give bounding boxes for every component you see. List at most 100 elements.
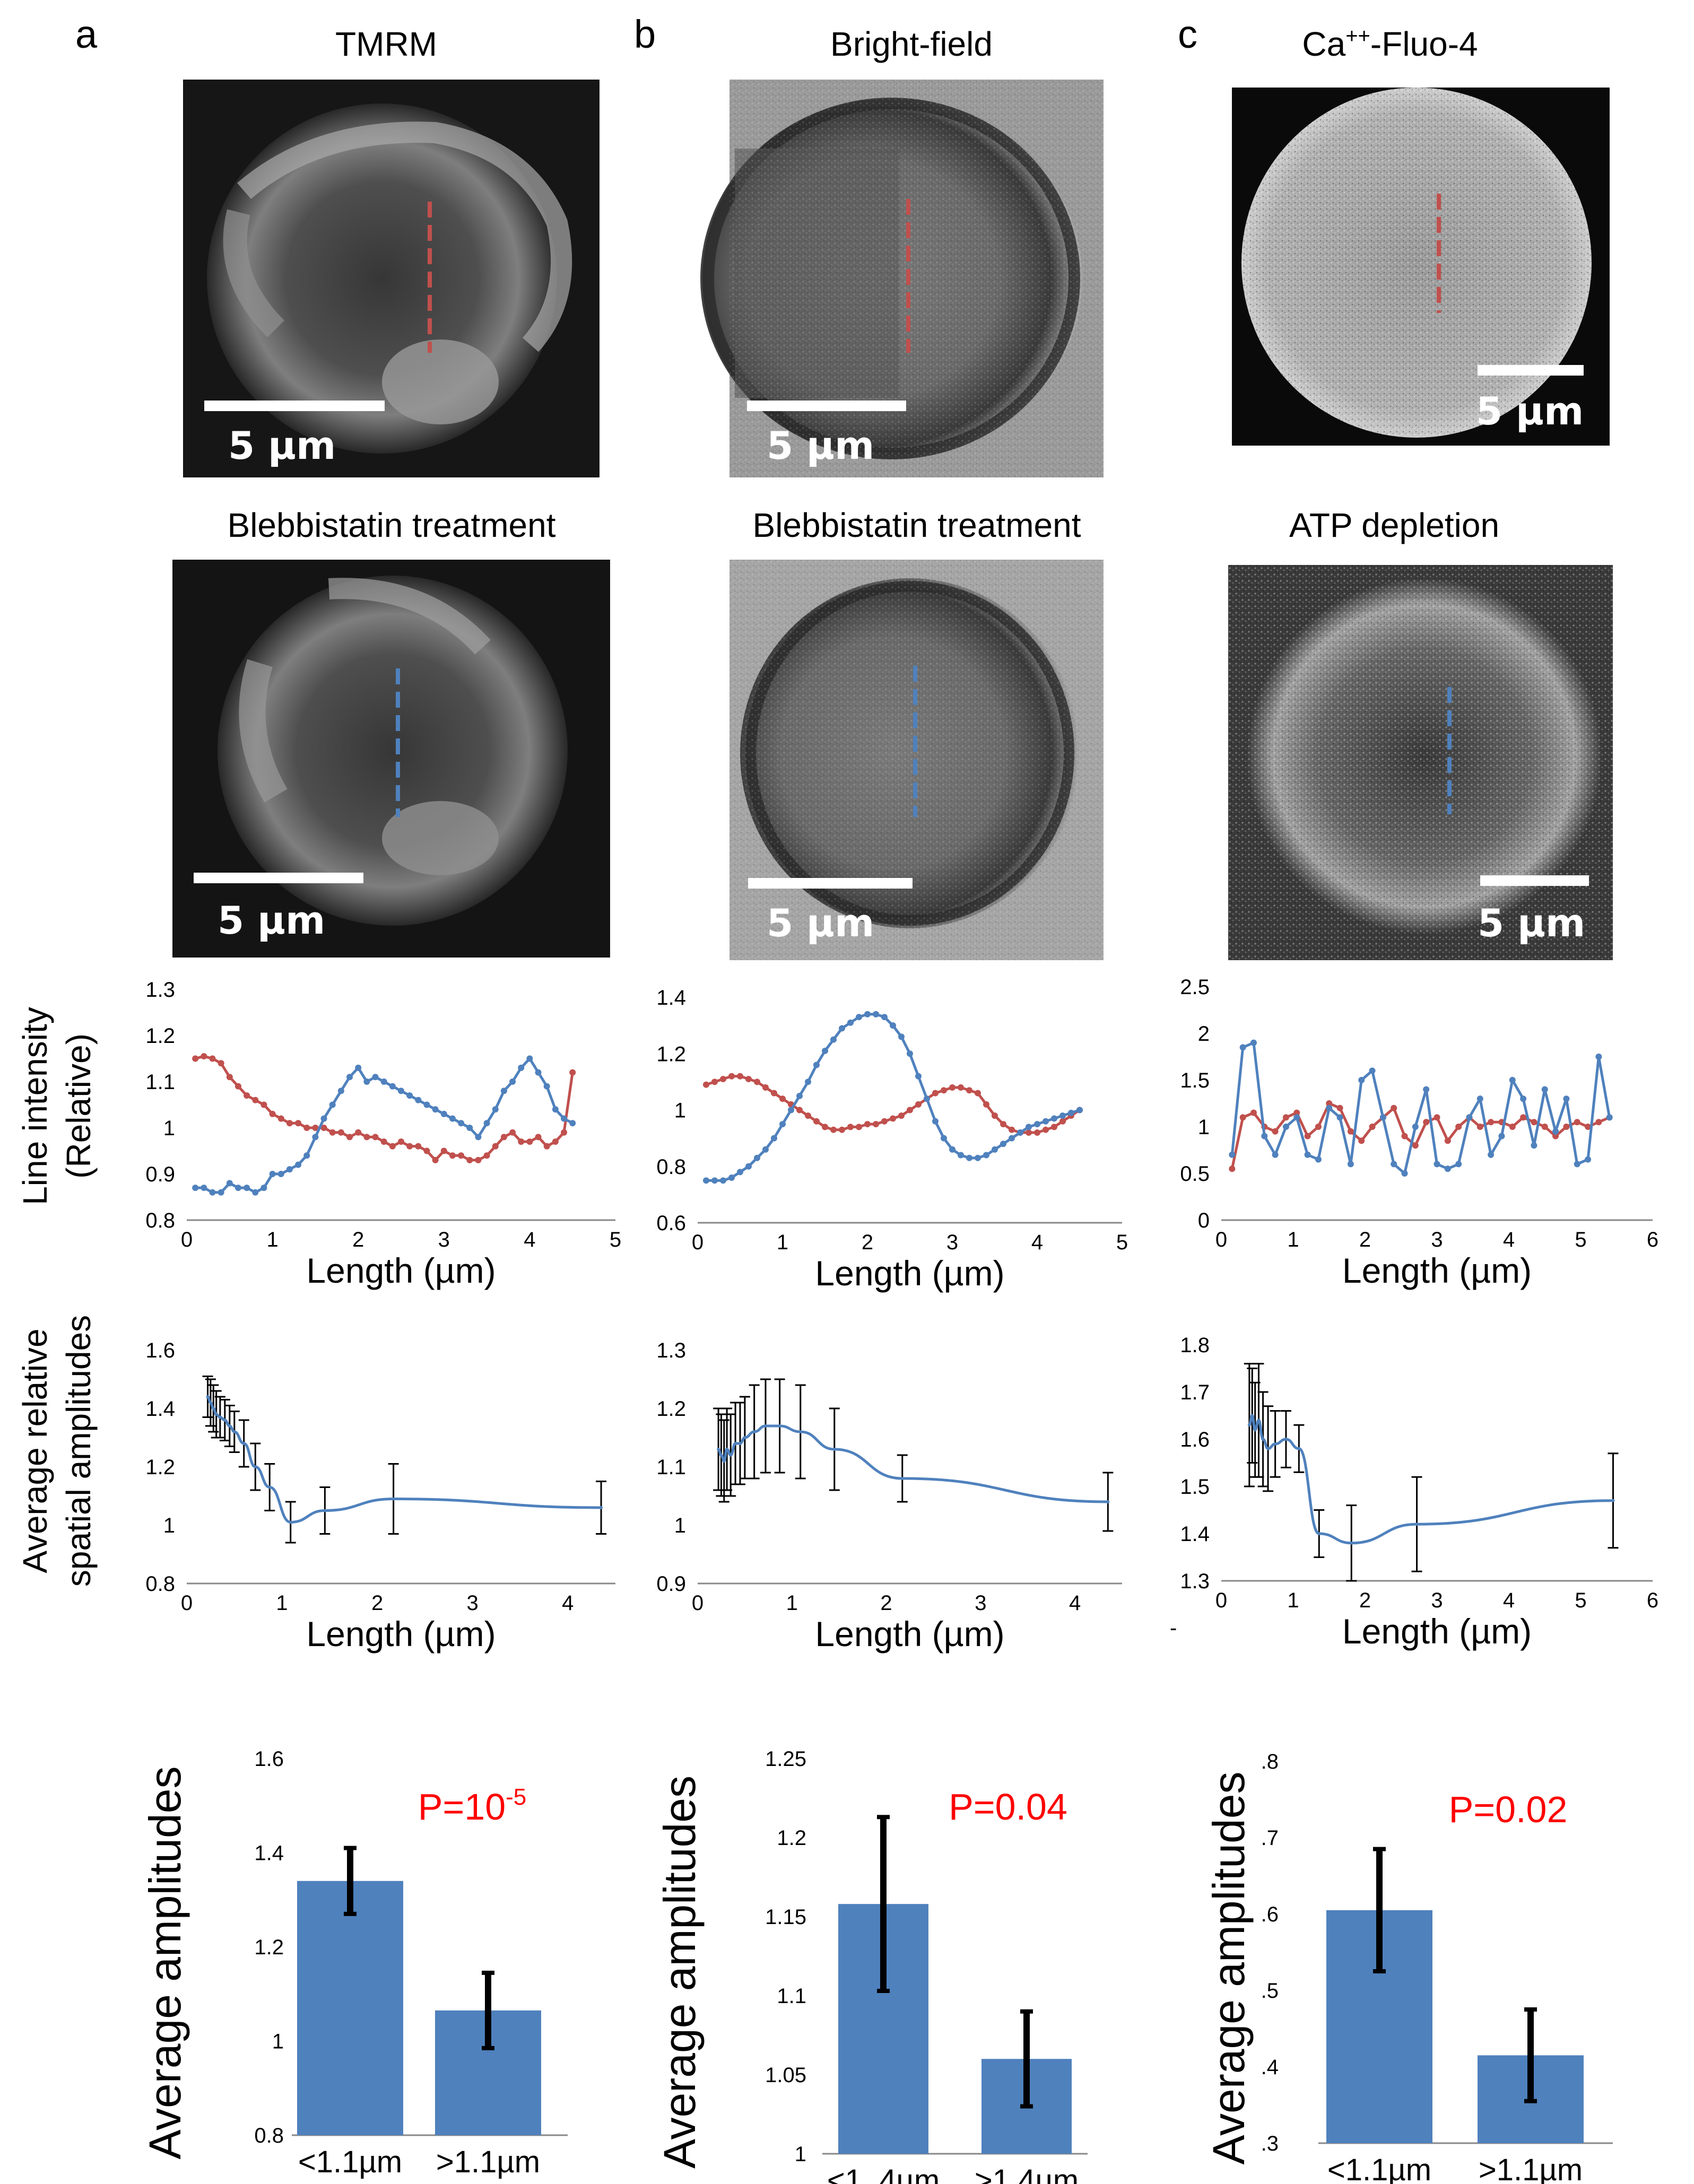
data-point-control bbox=[449, 1152, 456, 1159]
data-point-control bbox=[526, 1138, 533, 1145]
data-point-control bbox=[1509, 1124, 1516, 1130]
data-point-control bbox=[1434, 1114, 1440, 1121]
amp-c-xtick-label: 1 bbox=[1287, 1589, 1299, 1612]
bar-category-label: >1.4µm bbox=[975, 2163, 1079, 2184]
data-point-control bbox=[737, 1073, 743, 1080]
data-point-atp-depleted bbox=[1391, 1161, 1397, 1168]
bar-ytick-label: .7 bbox=[1261, 1826, 1279, 1850]
data-point-control bbox=[509, 1129, 516, 1136]
data-point-blebbistatin bbox=[295, 1161, 302, 1168]
bar-category-label: >1.1µm bbox=[1479, 2153, 1583, 2184]
data-point-atp-depleted bbox=[1304, 1151, 1311, 1158]
data-point-blebbistatin bbox=[898, 1033, 905, 1040]
data-point-blebbistatin bbox=[449, 1115, 456, 1122]
data-point-control bbox=[500, 1134, 507, 1141]
data-point-blebbistatin bbox=[406, 1092, 413, 1099]
data-point-control bbox=[932, 1090, 939, 1097]
data-point-blebbistatin bbox=[1076, 1107, 1083, 1113]
amplitude-point bbox=[1266, 1447, 1270, 1450]
data-point-blebbistatin bbox=[543, 1083, 550, 1090]
bar-ytick-label: 0.8 bbox=[254, 2124, 284, 2147]
data-point-blebbistatin bbox=[363, 1078, 370, 1085]
amplitude-point bbox=[832, 1448, 836, 1451]
amp-a-ytick-label: 1 bbox=[163, 1514, 175, 1537]
data-point-atp-depleted bbox=[1401, 1170, 1408, 1177]
amp-c-ytick-label: 1.4 bbox=[1180, 1522, 1210, 1546]
data-point-blebbistatin bbox=[355, 1064, 362, 1071]
line-chart-c: 0 1 2 3 4 5 6 0 0.5 1 1.5 2 2.5 Length (µm) bbox=[1180, 976, 1658, 1290]
data-point-control bbox=[958, 1084, 964, 1091]
data-point-control bbox=[1000, 1121, 1006, 1128]
amplitude-point bbox=[900, 1477, 904, 1480]
amplitude-point bbox=[719, 1454, 723, 1457]
data-point-control bbox=[260, 1101, 267, 1108]
data-point-control bbox=[1282, 1114, 1289, 1121]
amp-c-xtick-label: 3 bbox=[1431, 1589, 1443, 1612]
amplitude-point bbox=[600, 1506, 603, 1509]
data-point-blebbistatin bbox=[201, 1185, 207, 1191]
amplitude-curve bbox=[1248, 1414, 1613, 1545]
data-point-blebbistatin bbox=[1043, 1118, 1049, 1125]
amp-b-xtick-label: 0 bbox=[692, 1591, 703, 1615]
bar-ytick-label: .6 bbox=[1261, 1903, 1279, 1926]
amp-b-xtick-label: 3 bbox=[975, 1591, 986, 1615]
data-point-control bbox=[209, 1055, 216, 1062]
amp-b-xtick-label: 1 bbox=[786, 1591, 798, 1615]
amp-b-xtick-label: 4 bbox=[1069, 1591, 1081, 1615]
data-point-blebbistatin bbox=[346, 1074, 353, 1081]
data-point-control bbox=[218, 1060, 224, 1067]
data-point-control bbox=[813, 1118, 820, 1125]
data-point-control bbox=[1272, 1128, 1279, 1135]
bar-ytick-label: .8 bbox=[1261, 1750, 1279, 1773]
bar-ytick-label: 1.2 bbox=[254, 1936, 284, 1959]
data-point-atp-depleted bbox=[1541, 1086, 1548, 1093]
data-point-blebbistatin bbox=[771, 1135, 777, 1142]
amplitude-point bbox=[1257, 1419, 1261, 1422]
data-point-atp-depleted bbox=[1229, 1151, 1236, 1158]
amp-c-ytick-label: 1.5 bbox=[1180, 1475, 1210, 1499]
series-line-control bbox=[706, 1075, 1081, 1134]
data-point-blebbistatin bbox=[329, 1101, 336, 1108]
data-point-atp-depleted bbox=[1336, 1114, 1343, 1121]
bar-category-label: >1.1µm bbox=[436, 2145, 540, 2179]
data-point-control bbox=[363, 1134, 370, 1141]
amp-c-ytick-label: 1.6 bbox=[1180, 1428, 1210, 1451]
data-point-blebbistatin bbox=[932, 1118, 939, 1125]
amp-a-xtick-label: 3 bbox=[467, 1591, 479, 1615]
line-c-ytick-label: 1.5 bbox=[1180, 1069, 1210, 1092]
data-point-blebbistatin bbox=[389, 1083, 396, 1090]
data-point-blebbistatin bbox=[907, 1050, 913, 1057]
line-b-xtick-label: 4 bbox=[1031, 1231, 1043, 1254]
line-a-ytick-label: 1.2 bbox=[145, 1024, 175, 1048]
data-point-control bbox=[1250, 1109, 1257, 1116]
amplitude-point bbox=[1106, 1500, 1110, 1503]
data-point-control bbox=[1455, 1124, 1462, 1130]
bar-ytick-label: 1.2 bbox=[777, 1826, 806, 1850]
ylabel-amplitudes-1: Average relative bbox=[16, 1328, 54, 1573]
data-point-control bbox=[1391, 1104, 1397, 1111]
scale-bar-b-top bbox=[747, 401, 906, 411]
line-b-xtick-label: 2 bbox=[862, 1231, 873, 1254]
line-chart-b: 0 1 2 3 4 5 0.6 0.8 1 1.2 1.4 Length (µm) bbox=[656, 986, 1128, 1293]
data-point-control bbox=[1034, 1129, 1040, 1136]
scale-bar-c-bottom bbox=[1480, 875, 1589, 886]
amplitude-point bbox=[232, 1430, 236, 1433]
data-point-blebbistatin bbox=[711, 1177, 718, 1184]
data-point-control bbox=[466, 1156, 473, 1163]
data-point-control bbox=[286, 1120, 293, 1127]
data-point-atp-depleted bbox=[1531, 1142, 1537, 1149]
line-b-ytick-label: 0.6 bbox=[656, 1212, 686, 1235]
data-point-control bbox=[337, 1129, 344, 1136]
bar-ylabel: Average amplitudes bbox=[140, 1767, 190, 2160]
amp-b-ytick-label: 1 bbox=[674, 1514, 686, 1537]
amplitude-point bbox=[722, 1459, 726, 1463]
data-point-blebbistatin bbox=[526, 1055, 533, 1062]
data-point-blebbistatin bbox=[244, 1185, 250, 1191]
panel-letter-b: b bbox=[634, 12, 656, 56]
line-c-ytick-label: 1 bbox=[1198, 1116, 1210, 1139]
amplitude-point bbox=[268, 1485, 272, 1489]
data-point-control bbox=[303, 1125, 310, 1131]
data-point-control bbox=[234, 1083, 241, 1090]
data-point-blebbistatin bbox=[398, 1087, 404, 1094]
data-point-atp-depleted bbox=[1552, 1128, 1559, 1135]
